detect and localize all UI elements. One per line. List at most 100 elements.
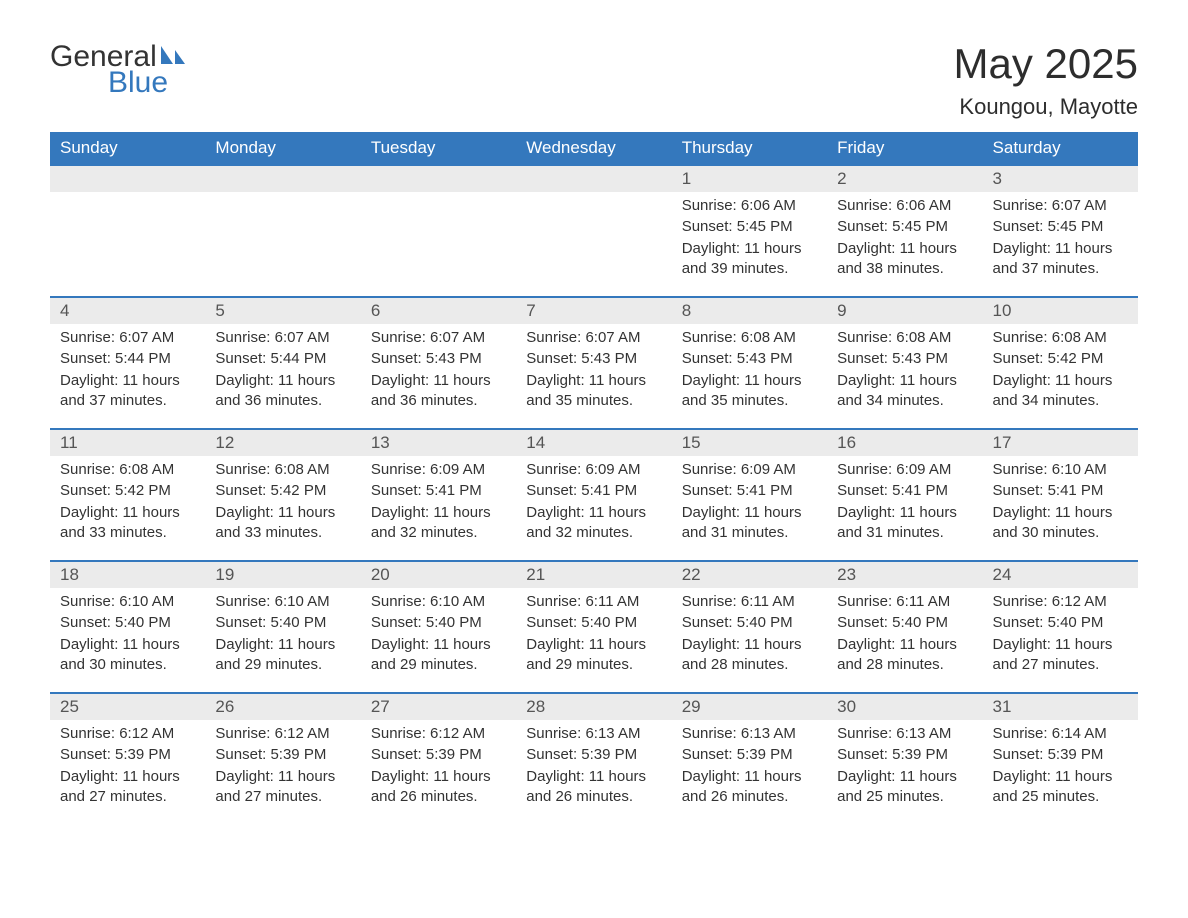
day-number: 6	[361, 298, 516, 324]
calendar: Sunday Monday Tuesday Wednesday Thursday…	[50, 132, 1138, 824]
day-body: Sunrise: 6:09 AMSunset: 5:41 PMDaylight:…	[516, 456, 671, 543]
daylight-line: Daylight: 11 hours and 33 minutes.	[215, 503, 350, 544]
day-number: 7	[516, 298, 671, 324]
sunrise-line: Sunrise: 6:09 AM	[682, 460, 817, 480]
day-cell: 21Sunrise: 6:11 AMSunset: 5:40 PMDayligh…	[516, 560, 671, 692]
daylight-line: Daylight: 11 hours and 32 minutes.	[526, 503, 661, 544]
day-number: 31	[983, 694, 1138, 720]
day-body: Sunrise: 6:06 AMSunset: 5:45 PMDaylight:…	[827, 192, 982, 279]
daylight-line: Daylight: 11 hours and 35 minutes.	[682, 371, 817, 412]
day-body: Sunrise: 6:08 AMSunset: 5:43 PMDaylight:…	[672, 324, 827, 411]
day-cell: 8Sunrise: 6:08 AMSunset: 5:43 PMDaylight…	[672, 296, 827, 428]
sunrise-line: Sunrise: 6:08 AM	[993, 328, 1128, 348]
daylight-line: Daylight: 11 hours and 28 minutes.	[682, 635, 817, 676]
logo-text-blue: Blue	[108, 66, 168, 100]
sunrise-line: Sunrise: 6:10 AM	[371, 592, 506, 612]
sunset-line: Sunset: 5:39 PM	[371, 745, 506, 765]
sunset-line: Sunset: 5:43 PM	[682, 349, 817, 369]
day-number: 18	[50, 562, 205, 588]
daylight-line: Daylight: 11 hours and 28 minutes.	[837, 635, 972, 676]
sunrise-line: Sunrise: 6:12 AM	[371, 724, 506, 744]
day-number: 5	[205, 298, 360, 324]
daylight-line: Daylight: 11 hours and 26 minutes.	[526, 767, 661, 808]
weekday-friday: Friday	[827, 132, 982, 164]
sunset-line: Sunset: 5:41 PM	[682, 481, 817, 501]
day-number: 22	[672, 562, 827, 588]
sunrise-line: Sunrise: 6:07 AM	[993, 196, 1128, 216]
day-body: Sunrise: 6:08 AMSunset: 5:42 PMDaylight:…	[205, 456, 360, 543]
sunrise-line: Sunrise: 6:06 AM	[682, 196, 817, 216]
day-body: Sunrise: 6:13 AMSunset: 5:39 PMDaylight:…	[672, 720, 827, 807]
sunrise-line: Sunrise: 6:10 AM	[993, 460, 1128, 480]
week-row: 11Sunrise: 6:08 AMSunset: 5:42 PMDayligh…	[50, 428, 1138, 560]
sunset-line: Sunset: 5:40 PM	[215, 613, 350, 633]
sunset-line: Sunset: 5:41 PM	[993, 481, 1128, 501]
sunset-line: Sunset: 5:41 PM	[371, 481, 506, 501]
daylight-line: Daylight: 11 hours and 27 minutes.	[60, 767, 195, 808]
weekday-monday: Monday	[205, 132, 360, 164]
day-number: 16	[827, 430, 982, 456]
daylight-line: Daylight: 11 hours and 29 minutes.	[371, 635, 506, 676]
sunset-line: Sunset: 5:39 PM	[215, 745, 350, 765]
sunrise-line: Sunrise: 6:13 AM	[526, 724, 661, 744]
sunrise-line: Sunrise: 6:10 AM	[60, 592, 195, 612]
sunset-line: Sunset: 5:39 PM	[837, 745, 972, 765]
daylight-line: Daylight: 11 hours and 29 minutes.	[215, 635, 350, 676]
weekday-wednesday: Wednesday	[516, 132, 671, 164]
day-cell: 23Sunrise: 6:11 AMSunset: 5:40 PMDayligh…	[827, 560, 982, 692]
day-number: 29	[672, 694, 827, 720]
day-cell: 10Sunrise: 6:08 AMSunset: 5:42 PMDayligh…	[983, 296, 1138, 428]
daylight-line: Daylight: 11 hours and 33 minutes.	[60, 503, 195, 544]
day-number: 28	[516, 694, 671, 720]
day-number: 14	[516, 430, 671, 456]
day-body: Sunrise: 6:14 AMSunset: 5:39 PMDaylight:…	[983, 720, 1138, 807]
daylight-line: Daylight: 11 hours and 37 minutes.	[60, 371, 195, 412]
sunrise-line: Sunrise: 6:12 AM	[215, 724, 350, 744]
day-number: 27	[361, 694, 516, 720]
day-number: 8	[672, 298, 827, 324]
day-number: 15	[672, 430, 827, 456]
sunrise-line: Sunrise: 6:10 AM	[215, 592, 350, 612]
daylight-line: Daylight: 11 hours and 26 minutes.	[371, 767, 506, 808]
day-cell	[205, 164, 360, 296]
sunset-line: Sunset: 5:40 PM	[371, 613, 506, 633]
header: General Blue May 2025 Koungou, Mayotte	[50, 40, 1138, 120]
day-number: 10	[983, 298, 1138, 324]
day-number: 20	[361, 562, 516, 588]
sunset-line: Sunset: 5:40 PM	[682, 613, 817, 633]
daylight-line: Daylight: 11 hours and 37 minutes.	[993, 239, 1128, 280]
title-block: May 2025 Koungou, Mayotte	[954, 40, 1138, 120]
week-row: 1Sunrise: 6:06 AMSunset: 5:45 PMDaylight…	[50, 164, 1138, 296]
day-number: 12	[205, 430, 360, 456]
day-cell: 25Sunrise: 6:12 AMSunset: 5:39 PMDayligh…	[50, 692, 205, 824]
day-body: Sunrise: 6:08 AMSunset: 5:42 PMDaylight:…	[50, 456, 205, 543]
daylight-line: Daylight: 11 hours and 34 minutes.	[837, 371, 972, 412]
day-number: 23	[827, 562, 982, 588]
daylight-line: Daylight: 11 hours and 26 minutes.	[682, 767, 817, 808]
daylight-line: Daylight: 11 hours and 30 minutes.	[60, 635, 195, 676]
daylight-line: Daylight: 11 hours and 29 minutes.	[526, 635, 661, 676]
sunset-line: Sunset: 5:45 PM	[837, 217, 972, 237]
sunset-line: Sunset: 5:41 PM	[837, 481, 972, 501]
sunset-line: Sunset: 5:40 PM	[837, 613, 972, 633]
day-number-empty	[516, 166, 671, 192]
sunrise-line: Sunrise: 6:13 AM	[837, 724, 972, 744]
day-number: 3	[983, 166, 1138, 192]
day-body: Sunrise: 6:12 AMSunset: 5:40 PMDaylight:…	[983, 588, 1138, 675]
day-cell: 18Sunrise: 6:10 AMSunset: 5:40 PMDayligh…	[50, 560, 205, 692]
daylight-line: Daylight: 11 hours and 32 minutes.	[371, 503, 506, 544]
daylight-line: Daylight: 11 hours and 27 minutes.	[215, 767, 350, 808]
weekday-saturday: Saturday	[983, 132, 1138, 164]
sunset-line: Sunset: 5:39 PM	[60, 745, 195, 765]
sunrise-line: Sunrise: 6:08 AM	[215, 460, 350, 480]
day-cell: 16Sunrise: 6:09 AMSunset: 5:41 PMDayligh…	[827, 428, 982, 560]
weekday-header: Sunday Monday Tuesday Wednesday Thursday…	[50, 132, 1138, 164]
sunrise-line: Sunrise: 6:09 AM	[526, 460, 661, 480]
logo: General Blue	[50, 40, 187, 100]
day-cell: 7Sunrise: 6:07 AMSunset: 5:43 PMDaylight…	[516, 296, 671, 428]
day-cell: 30Sunrise: 6:13 AMSunset: 5:39 PMDayligh…	[827, 692, 982, 824]
location: Koungou, Mayotte	[954, 94, 1138, 120]
day-number: 24	[983, 562, 1138, 588]
day-number: 2	[827, 166, 982, 192]
sunset-line: Sunset: 5:42 PM	[215, 481, 350, 501]
